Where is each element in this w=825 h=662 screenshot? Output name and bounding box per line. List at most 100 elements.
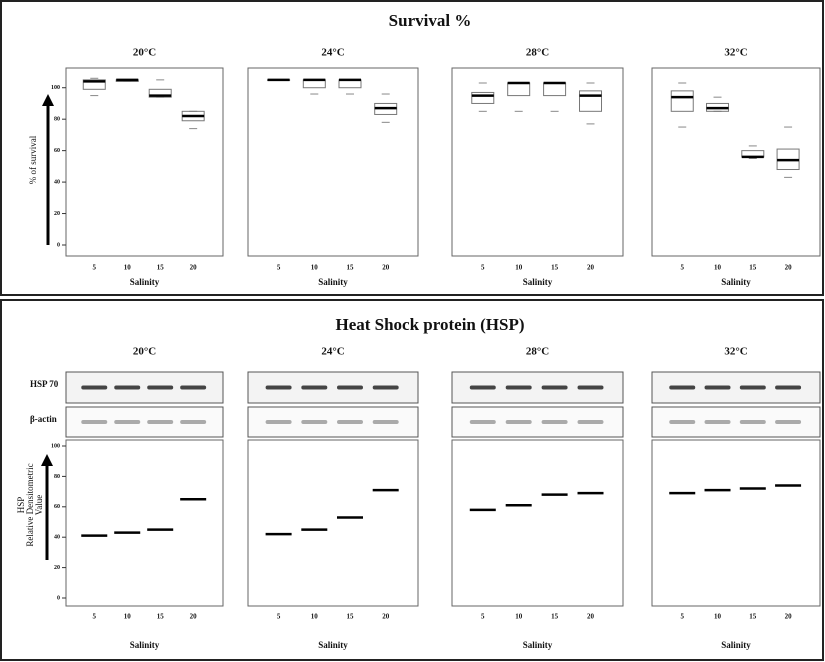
plot-frame bbox=[248, 440, 418, 606]
x-tick-label: 15 bbox=[749, 264, 757, 272]
x-axis-label: Salinity bbox=[130, 640, 160, 650]
y-tick-label: 60 bbox=[54, 504, 60, 510]
y-tick-label: 40 bbox=[54, 535, 60, 541]
x-tick-label: 5 bbox=[277, 264, 281, 272]
x-tick-label: 10 bbox=[124, 613, 132, 621]
x-axis-label: Salinity bbox=[721, 640, 751, 650]
panel-title: 32°C bbox=[724, 346, 747, 358]
blot-band bbox=[740, 386, 766, 390]
blot-band bbox=[301, 420, 327, 424]
x-axis-label: Salinity bbox=[721, 277, 751, 287]
blot-band bbox=[301, 386, 327, 390]
blot-band bbox=[266, 420, 292, 424]
plot-frame bbox=[66, 68, 223, 256]
x-tick-label: 20 bbox=[587, 264, 595, 272]
x-tick-label: 15 bbox=[157, 613, 165, 621]
blot-band bbox=[578, 386, 604, 390]
blot-band bbox=[114, 386, 140, 390]
blot-band bbox=[337, 386, 363, 390]
x-tick-label: 5 bbox=[680, 264, 684, 272]
panel-title: 28°C bbox=[526, 346, 549, 358]
blot-band bbox=[470, 386, 496, 390]
x-tick-label: 5 bbox=[481, 264, 485, 272]
blot-band bbox=[180, 386, 206, 390]
blot-band bbox=[740, 420, 766, 424]
panel-title: 20°C bbox=[133, 346, 156, 358]
blot-band bbox=[373, 386, 399, 390]
blot-band bbox=[669, 420, 695, 424]
x-tick-label: 5 bbox=[481, 613, 485, 621]
x-tick-label: 10 bbox=[311, 264, 319, 272]
figure: Survival % Heat Shock protein (HSP) HSP … bbox=[0, 0, 825, 662]
blot-band bbox=[81, 420, 107, 424]
x-tick-label: 15 bbox=[347, 264, 355, 272]
blot-band bbox=[373, 420, 399, 424]
x-tick-label: 15 bbox=[551, 613, 559, 621]
x-tick-label: 20 bbox=[382, 613, 390, 621]
x-tick-label: 20 bbox=[190, 613, 198, 621]
box bbox=[472, 92, 494, 103]
y-tick-label: 20 bbox=[54, 565, 60, 571]
x-tick-label: 10 bbox=[714, 264, 722, 272]
box bbox=[544, 83, 566, 96]
x-tick-label: 20 bbox=[190, 264, 198, 272]
x-tick-label: 15 bbox=[749, 613, 757, 621]
blot-band bbox=[705, 420, 731, 424]
x-tick-label: 5 bbox=[93, 264, 97, 272]
x-axis-label: Salinity bbox=[523, 640, 553, 650]
x-tick-label: 5 bbox=[93, 613, 97, 621]
x-axis-label: Salinity bbox=[318, 277, 348, 287]
y-tick-label: 0 bbox=[57, 595, 60, 601]
panel-title: 24°C bbox=[321, 47, 344, 59]
box bbox=[580, 91, 602, 111]
x-tick-label: 10 bbox=[714, 613, 722, 621]
y-tick-label: 80 bbox=[54, 117, 60, 123]
panel-title: 24°C bbox=[321, 346, 344, 358]
blot-band bbox=[180, 420, 206, 424]
panel-title: 20°C bbox=[133, 47, 156, 59]
blot-band bbox=[506, 420, 532, 424]
blot-band bbox=[337, 420, 363, 424]
section-title: Heat Shock protein (HSP) bbox=[335, 315, 524, 334]
x-axis-label: Salinity bbox=[523, 277, 553, 287]
x-tick-label: 10 bbox=[311, 613, 319, 621]
y-tick-label: 40 bbox=[54, 179, 60, 185]
blot-band bbox=[542, 386, 568, 390]
axis-arrow-head bbox=[41, 454, 53, 466]
blot-band bbox=[114, 420, 140, 424]
x-tick-label: 5 bbox=[680, 613, 684, 621]
blot-band bbox=[775, 386, 801, 390]
blot-band bbox=[578, 420, 604, 424]
x-tick-label: 20 bbox=[587, 613, 595, 621]
x-tick-label: 20 bbox=[382, 264, 390, 272]
x-axis-label: Salinity bbox=[130, 277, 160, 287]
box bbox=[671, 91, 693, 111]
box bbox=[508, 83, 530, 96]
y-tick-label: 20 bbox=[54, 211, 60, 217]
x-tick-label: 5 bbox=[277, 613, 281, 621]
y-axis-label: Value bbox=[34, 495, 44, 516]
blot-band bbox=[775, 420, 801, 424]
axis-arrow-head bbox=[42, 94, 54, 106]
blot-band bbox=[669, 386, 695, 390]
blot-band bbox=[266, 386, 292, 390]
plot-frame bbox=[248, 68, 418, 256]
x-tick-label: 10 bbox=[515, 613, 523, 621]
y-axis-label: % of survival bbox=[28, 135, 38, 184]
blot-band bbox=[542, 420, 568, 424]
plot-frame bbox=[652, 440, 820, 606]
y-tick-label: 100 bbox=[51, 443, 60, 449]
y-tick-label: 60 bbox=[54, 148, 60, 154]
blot-band bbox=[147, 420, 173, 424]
x-tick-label: 10 bbox=[124, 264, 132, 272]
blot-band bbox=[81, 386, 107, 390]
x-tick-label: 15 bbox=[347, 613, 355, 621]
blot-band bbox=[470, 420, 496, 424]
plot-frame bbox=[66, 440, 223, 606]
y-tick-label: 80 bbox=[54, 474, 60, 480]
x-tick-label: 15 bbox=[551, 264, 559, 272]
page: Survival % Heat Shock protein (HSP) HSP … bbox=[0, 0, 825, 662]
blot-band bbox=[506, 386, 532, 390]
y-tick-label: 0 bbox=[57, 242, 60, 248]
blot-band bbox=[147, 386, 173, 390]
